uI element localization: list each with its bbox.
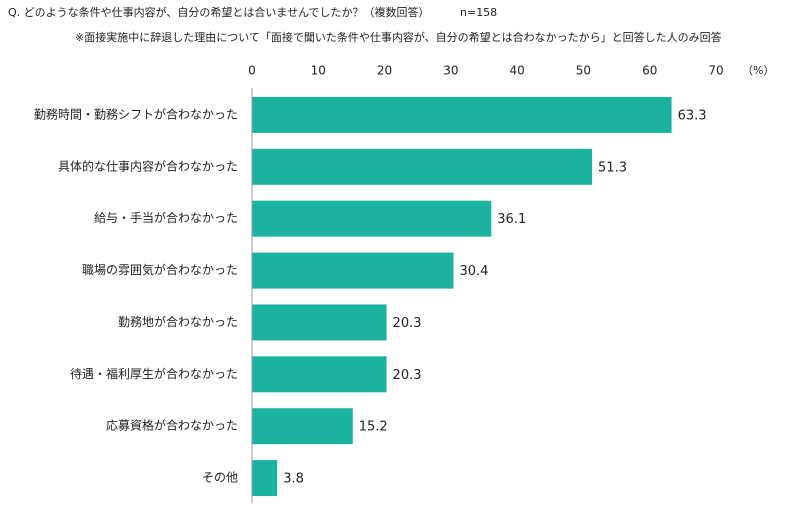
y-tick-label: 職場の雰囲気が合わなかった xyxy=(82,262,238,277)
data-label: 63.3 xyxy=(678,108,707,123)
bar xyxy=(252,96,672,133)
bar xyxy=(252,252,454,289)
x-tick-label: 60 xyxy=(642,64,657,78)
y-tick-label: 応募資格が合わなかった xyxy=(106,418,238,433)
data-label: 3.8 xyxy=(283,472,304,487)
data-label: 36.1 xyxy=(497,212,526,227)
data-label: 15.2 xyxy=(359,420,388,435)
x-tick-label: 20 xyxy=(377,64,392,78)
x-tick-label: 70 xyxy=(708,64,723,78)
y-tick-label: 給与・手当が合わなかった xyxy=(94,210,238,225)
x-tick-label: 30 xyxy=(443,64,458,78)
data-label: 51.3 xyxy=(598,160,627,175)
y-tick-label: 具体的な仕事内容が合わなかった xyxy=(58,158,238,173)
data-label: 30.4 xyxy=(460,264,489,279)
bar xyxy=(252,356,387,393)
x-tick-label: 0 xyxy=(248,64,256,78)
bar xyxy=(252,408,353,445)
y-tick-label: その他 xyxy=(202,471,238,485)
x-tick-label: 10 xyxy=(311,64,326,78)
sample-size: n=158 xyxy=(460,6,497,19)
x-tick-label: 50 xyxy=(576,64,591,78)
bar xyxy=(252,460,278,497)
bar xyxy=(252,200,492,237)
x-tick-label: 40 xyxy=(510,64,525,78)
chart-title: Q. どのような条件や仕事内容が、自分の希望とは合いませんでしたか？（複数回答） xyxy=(8,5,430,19)
y-tick-label: 勤務時間・勤務シフトが合わなかった xyxy=(34,106,238,121)
y-tick-label: 待遇・福利厚生が合わなかった xyxy=(70,366,238,381)
bar xyxy=(252,148,593,185)
chart-subtitle: ※面接実施中に辞退した理由について「面接で聞いた条件や仕事内容が、自分の希望とは… xyxy=(75,30,722,44)
bar xyxy=(252,304,387,341)
data-label: 20.3 xyxy=(393,316,422,331)
y-tick-label: 勤務地が合わなかった xyxy=(118,314,238,329)
data-label: 20.3 xyxy=(393,368,422,383)
axis-unit: （%） xyxy=(742,64,774,77)
